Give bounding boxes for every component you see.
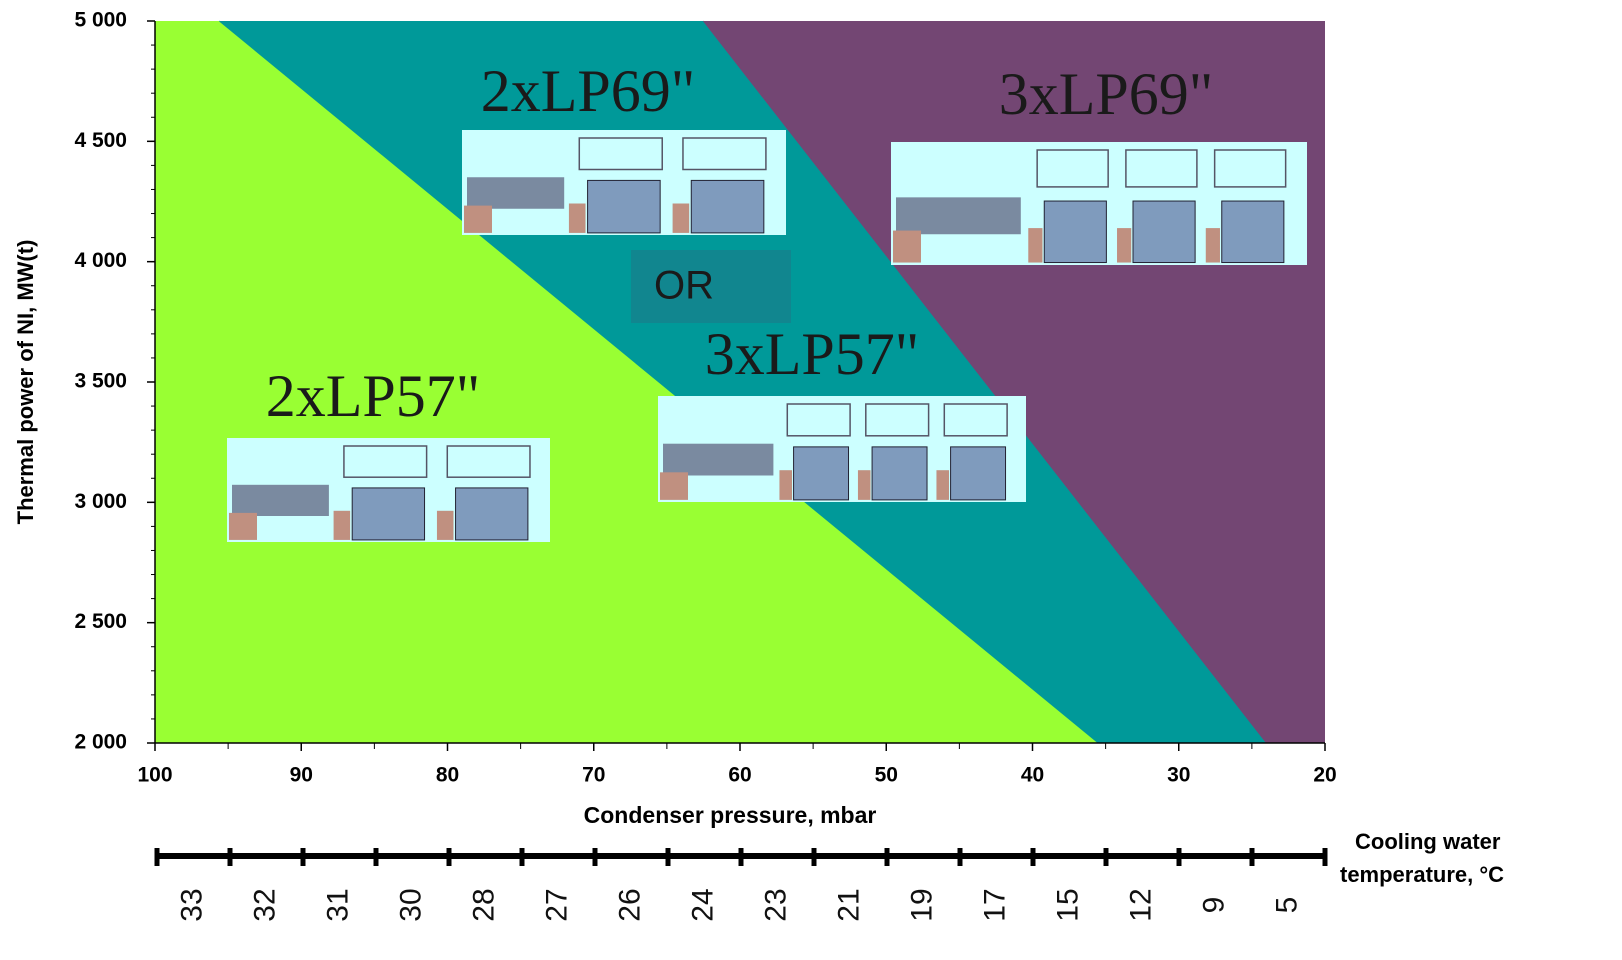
lp-condenser: [691, 180, 764, 233]
lp-condenser: [1222, 201, 1284, 262]
lp-condenser: [1044, 201, 1106, 262]
x2-label: 12: [1124, 888, 1157, 921]
hp-casing: [663, 444, 773, 476]
chart: Condenser pressure, mbar Thermal power o…: [0, 0, 1622, 960]
x2-label: 32: [248, 888, 281, 921]
x2-label: 15: [1051, 888, 1084, 921]
annotation: 2xLP69": [481, 58, 696, 124]
foundation: [437, 511, 454, 540]
foundation: [858, 470, 871, 500]
foundation: [660, 472, 688, 500]
x2-axis-title-line: Cooling water: [1355, 829, 1501, 854]
foundation: [779, 470, 792, 500]
x-tick-label: 60: [728, 764, 751, 787]
x-tick-label: 50: [875, 764, 898, 787]
x2-label: 26: [613, 888, 646, 921]
lp-condenser: [456, 488, 528, 540]
foundation: [1117, 228, 1131, 262]
foundation: [229, 513, 257, 540]
x-tick-label: 20: [1313, 764, 1336, 787]
y-tick-label: 3 500: [74, 370, 127, 393]
x2-label: 23: [759, 888, 792, 921]
y-tick-label: 5 000: [74, 9, 127, 32]
page: Condenser pressure, mbar Thermal power o…: [0, 0, 1622, 960]
x-axis-title: Condenser pressure, mbar: [584, 802, 877, 828]
x-tick-label: 40: [1021, 764, 1044, 787]
y-tick-label: 4 000: [74, 249, 127, 272]
x-tick-label: 80: [436, 764, 459, 787]
annotation: OR: [654, 264, 714, 308]
x-tick-label: 30: [1167, 764, 1190, 787]
turbine-picture: [462, 130, 786, 235]
annotation: 3xLP57": [705, 321, 920, 387]
annotation: 2xLP57": [266, 363, 481, 429]
x2-axis-title-line: temperature, °C: [1340, 862, 1504, 887]
x-tick-label: 100: [137, 764, 172, 787]
turbine-picture: [227, 438, 550, 542]
y-axis-title: Thermal power of NI, MW(t): [13, 240, 38, 525]
foundation: [893, 231, 921, 263]
foundation: [1028, 228, 1042, 262]
foundation: [334, 511, 351, 540]
x2-label: 9: [1197, 897, 1230, 914]
hp-casing: [232, 485, 329, 516]
turbine-picture: [658, 396, 1026, 502]
lp-condenser: [794, 447, 849, 500]
turbine-picture: [891, 142, 1307, 265]
foundation: [936, 470, 949, 500]
foundation: [1206, 228, 1220, 262]
x-tick-label: 70: [582, 764, 605, 787]
x-tick-label: 90: [290, 764, 313, 787]
y-tick-label: 4 500: [74, 129, 127, 152]
x2-label: 33: [175, 888, 208, 921]
x2-label: 21: [832, 888, 865, 921]
lp-condenser: [588, 180, 661, 233]
y-tick-label: 2 500: [74, 610, 127, 633]
x2-label: 24: [686, 888, 719, 921]
x2-label: 19: [905, 888, 938, 921]
lp-condenser: [951, 447, 1006, 500]
y-tick-label: 3 000: [74, 490, 127, 513]
lp-condenser: [352, 488, 424, 540]
foundation: [569, 204, 586, 233]
x2-label: 28: [467, 888, 500, 921]
x2-label: 5: [1270, 897, 1303, 914]
lp-condenser: [1133, 201, 1195, 262]
hp-casing: [896, 197, 1021, 234]
foundation: [673, 204, 690, 233]
x2-label: 27: [540, 888, 573, 921]
y-tick-label: 2 000: [74, 731, 127, 754]
hp-casing: [467, 177, 564, 209]
lp-condenser: [872, 447, 927, 500]
foundation: [464, 206, 492, 233]
x2-axis-title: Cooling water temperature, °C: [1340, 829, 1504, 887]
x2-label: 30: [394, 888, 427, 921]
x2-label: 31: [321, 888, 354, 921]
x2-label: 17: [978, 888, 1011, 921]
annotation: 3xLP69": [999, 61, 1214, 127]
